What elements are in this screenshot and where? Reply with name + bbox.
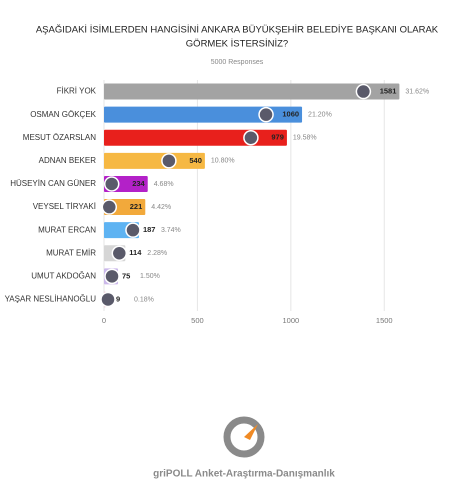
avatar bbox=[101, 199, 118, 215]
y-tick-label: OSMAN GÖKÇEK bbox=[30, 110, 96, 119]
value-label: 221 bbox=[130, 202, 143, 211]
y-tick-label: VEYSEL TİRYAKİ bbox=[33, 202, 96, 211]
y-tick-label: MESUT ÖZARSLAN bbox=[23, 133, 96, 142]
bar bbox=[104, 106, 303, 123]
percent-label: 10.80% bbox=[211, 158, 235, 165]
value-label: 1581 bbox=[380, 87, 397, 96]
logo-ring bbox=[223, 416, 265, 458]
bar bbox=[104, 152, 205, 169]
percent-label: 31.62% bbox=[405, 88, 429, 95]
percent-label: 4.68% bbox=[154, 181, 174, 188]
avatar bbox=[258, 106, 274, 123]
percent-label: 4.42% bbox=[151, 204, 171, 211]
value-label: 114 bbox=[129, 248, 142, 257]
value-label: 540 bbox=[189, 156, 202, 165]
value-label: 75 bbox=[122, 271, 130, 280]
bar bbox=[104, 83, 400, 100]
avatar bbox=[125, 222, 141, 238]
footer: griPOLL Anket-Araştırma-Danışmanlık bbox=[153, 469, 335, 480]
percent-label: 19.58% bbox=[293, 135, 317, 142]
chart-subtitle: 5000 Responses bbox=[211, 59, 264, 66]
value-label: 9 bbox=[116, 294, 120, 303]
x-tick-label: 500 bbox=[191, 316, 204, 325]
x-tick-label: 1000 bbox=[282, 316, 299, 325]
percent-label: 21.20% bbox=[308, 111, 332, 118]
avatar bbox=[104, 268, 120, 285]
y-tick-label: UMUT AKDOĞAN bbox=[31, 271, 96, 280]
value-label: 234 bbox=[132, 179, 145, 188]
x-tick-label: 1500 bbox=[376, 316, 393, 325]
chart-title: GÖRMEK İSTERSİNİZ? bbox=[186, 39, 288, 50]
y-tick-label: HÜSEYİN CAN GÜNER bbox=[10, 179, 96, 188]
avatar bbox=[111, 245, 128, 261]
value-label: 1060 bbox=[282, 110, 299, 119]
percent-label: 3.74% bbox=[161, 227, 181, 234]
percent-label: 1.50% bbox=[140, 273, 160, 280]
bar bbox=[104, 129, 287, 146]
avatar bbox=[243, 130, 259, 146]
avatar bbox=[355, 83, 372, 100]
chart-title: AŞAĞIDAKİ İSİMLERDEN HANGİSİNİ ANKARA BÜ… bbox=[36, 25, 439, 36]
avatar bbox=[161, 153, 177, 169]
value-label: 187 bbox=[143, 225, 156, 234]
logo-needle bbox=[244, 424, 258, 440]
y-tick-label: MURAT EMİR bbox=[46, 248, 96, 257]
y-tick-label: ADNAN BEKER bbox=[39, 156, 97, 165]
y-tick-label: YAŞAR NESLİHANOĞLU bbox=[5, 295, 97, 304]
x-tick-label: 0 bbox=[102, 316, 106, 325]
percent-label: 0.18% bbox=[134, 296, 154, 303]
y-tick-label: FİKRİ YOK bbox=[57, 87, 97, 96]
avatar bbox=[100, 291, 116, 308]
y-tick-label: MURAT ERCAN bbox=[38, 225, 96, 234]
value-label: 979 bbox=[271, 133, 284, 142]
percent-label: 2.28% bbox=[147, 250, 167, 257]
logo bbox=[223, 416, 265, 458]
avatar bbox=[103, 176, 120, 192]
